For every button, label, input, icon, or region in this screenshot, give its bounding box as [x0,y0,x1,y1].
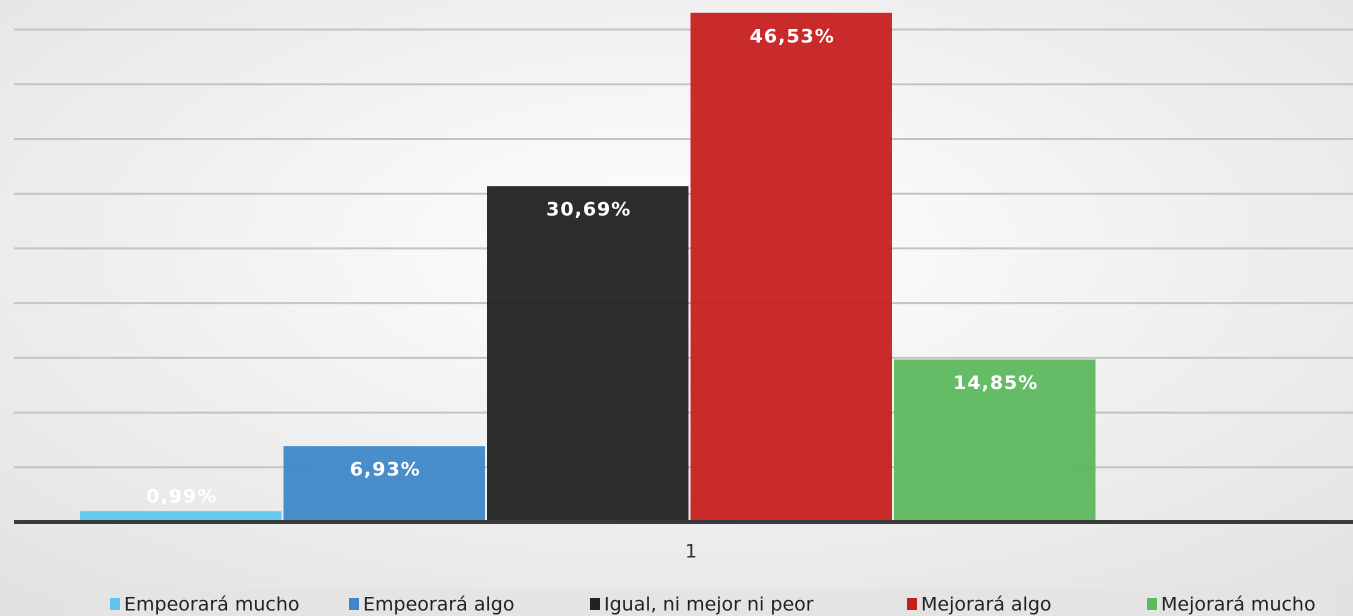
legend-box [65,589,1330,616]
bar [283,446,485,522]
legend-label: Empeorará mucho [124,594,300,616]
bar [487,186,689,523]
value-label: 14,85% [953,372,1038,394]
legend-label: Empeorará algo [363,594,514,616]
legend-swatch [349,598,359,610]
bar [690,12,892,523]
value-label: 46,53% [750,25,835,47]
value-label: 0,99% [146,486,217,508]
value-label: 30,69% [546,199,631,221]
legend-label: Mejorará algo [921,594,1052,616]
legend-swatch [590,598,600,610]
bar [894,359,1096,522]
legend-label: Mejorará mucho [1161,594,1316,616]
bar [80,511,282,522]
x-tick-label: 1 [685,541,697,563]
legend-swatch [907,598,917,610]
value-label: 6,93% [350,459,421,481]
legend-swatch [110,598,120,610]
legend-swatch [1147,598,1157,610]
legend-label: Igual, ni mejor ni peor [604,594,814,616]
